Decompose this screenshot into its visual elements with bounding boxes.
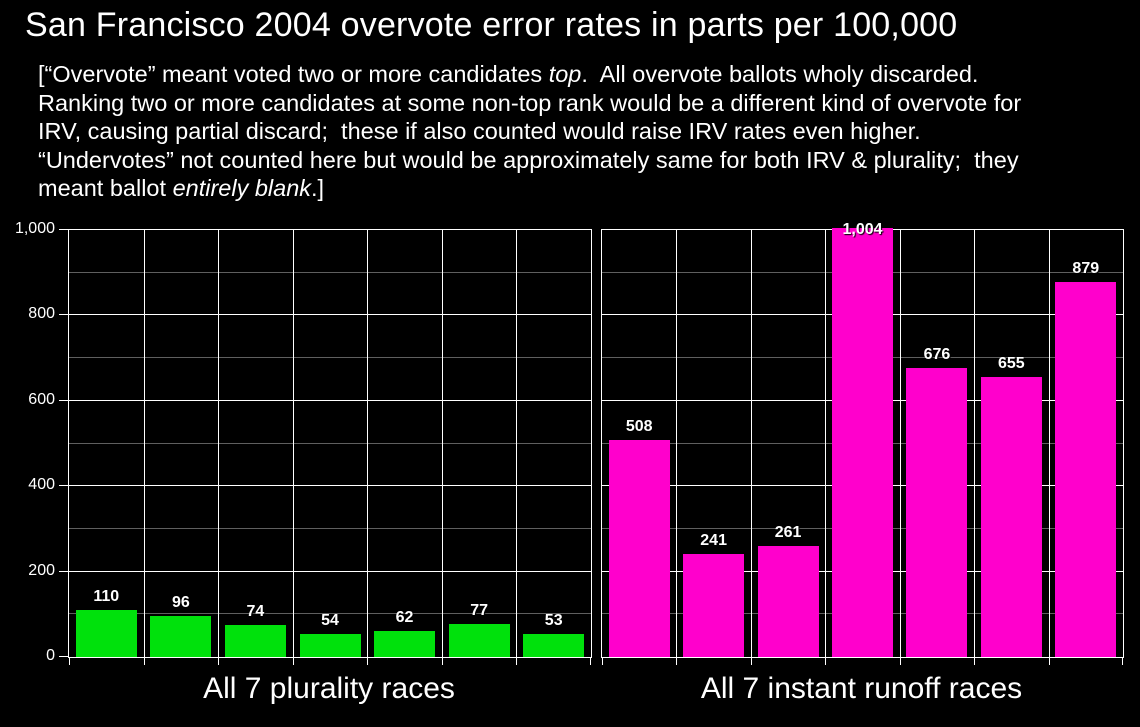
bar-value-label: 54 [321, 611, 339, 629]
x-axis-tick [602, 657, 603, 665]
y-axis-tick [59, 314, 68, 316]
gridline-vertical [442, 230, 443, 657]
gridline-minor [69, 527, 591, 529]
x-axis-tick [69, 657, 70, 665]
bar [608, 440, 670, 657]
gridline-vertical [751, 230, 752, 657]
subtitle-segment: [“Overvote” meant voted two or more cand… [38, 61, 549, 87]
gridline-vertical [900, 230, 901, 657]
y-axis-tick-label: 600 [28, 390, 55, 408]
bar-value-label: 1,004 [842, 221, 883, 238]
gridline-minor [69, 442, 591, 444]
gridline-vertical [367, 230, 368, 657]
gridline-vertical [825, 230, 826, 657]
x-axis-tick [293, 657, 294, 665]
x-axis-tick [974, 657, 975, 665]
bar [299, 633, 361, 657]
gridline-vertical [144, 230, 145, 657]
y-axis-tick [59, 399, 68, 401]
bar-value-label: 74 [246, 603, 265, 621]
bar-value-label: 676 [923, 346, 951, 364]
y-axis-tick [59, 656, 68, 657]
y-axis-tick-label: 200 [28, 561, 55, 579]
x-axis-tick [218, 657, 219, 665]
bar-value-label: 879 [1072, 259, 1100, 277]
bar-value-label: 110 [93, 588, 120, 606]
bar [1055, 281, 1117, 657]
bar-value-label: 241 [700, 532, 727, 550]
subtitle-segment-italic: top [548, 61, 582, 87]
bar [374, 630, 436, 657]
bar [832, 228, 893, 657]
gridline-vertical [293, 230, 294, 657]
bar-value-label: 62 [395, 608, 414, 626]
gridline-major [69, 485, 591, 487]
x-axis-tick [676, 657, 677, 665]
y-axis-tick-label: 1,000 [14, 220, 55, 237]
bar [75, 610, 137, 657]
plot-area-plurality: 110 96 74 54 62 77 53 [68, 229, 592, 665]
subtitle-segment-italic: entirely blank [172, 175, 312, 202]
gridline-vertical [1049, 230, 1050, 657]
gridline-vertical [676, 230, 677, 657]
gridline-vertical [974, 230, 975, 657]
subtitle-segment: . All overvote ballots wholy discarded. … [38, 61, 1028, 202]
y-axis-tick [59, 485, 68, 487]
gridline-minor [69, 613, 591, 615]
x-axis-tick [516, 657, 517, 665]
gridline-minor [69, 357, 591, 359]
bar-value-label: 96 [171, 594, 190, 612]
x-axis-tick [144, 657, 145, 665]
gridline-major [69, 314, 591, 316]
chart-title: San Francisco 2004 overvote error rates … [25, 6, 958, 44]
bar [980, 377, 1042, 657]
y-axis-tick-label: 400 [28, 476, 55, 494]
gridline-vertical [516, 230, 517, 657]
chart-subtitle-note: [“Overvote” meant voted two or more cand… [38, 60, 1060, 203]
x-axis-tick [442, 657, 443, 665]
subtitle-segment: .] [311, 175, 325, 202]
bar [224, 625, 286, 657]
x-axis-tick [900, 657, 901, 665]
gridline-major [69, 399, 591, 401]
x-axis-tick [590, 657, 591, 665]
category-label-plurality: All 7 plurality races [203, 672, 455, 705]
gridline-vertical [218, 230, 219, 657]
bar-value-label: 508 [625, 418, 653, 436]
category-label-instant-runoff: All 7 instant runoff races [700, 672, 1023, 705]
x-axis-tick [1122, 657, 1123, 665]
bar-value-label: 77 [470, 602, 489, 620]
bar [906, 368, 968, 657]
bar [150, 616, 212, 657]
gridline-minor [69, 271, 591, 273]
gridline-major [69, 570, 591, 572]
x-axis-tick [825, 657, 826, 665]
y-axis-tick [59, 570, 68, 572]
bar-value-label: 655 [997, 355, 1025, 373]
bar-value-label: 261 [774, 523, 802, 541]
y-axis-tick-label: 800 [28, 305, 55, 323]
bar-value-label: 53 [544, 612, 563, 630]
y-axis-tick-label: 0 [46, 647, 55, 664]
bar [448, 624, 510, 657]
x-axis-tick [367, 657, 368, 665]
x-axis-tick [1049, 657, 1050, 665]
plot-area-instant-runoff: 508 241 261 1,004 676 655 879 [601, 221, 1124, 665]
bar [683, 554, 745, 657]
bar [757, 545, 819, 657]
x-axis-tick [751, 657, 752, 665]
y-axis-tick [59, 229, 68, 230]
bar [523, 634, 585, 657]
